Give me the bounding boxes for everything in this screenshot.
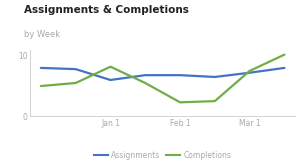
Text: Assignments & Completions: Assignments & Completions xyxy=(24,5,189,15)
Text: by Week: by Week xyxy=(24,30,60,39)
Legend: Assignments, Completions: Assignments, Completions xyxy=(94,151,231,160)
